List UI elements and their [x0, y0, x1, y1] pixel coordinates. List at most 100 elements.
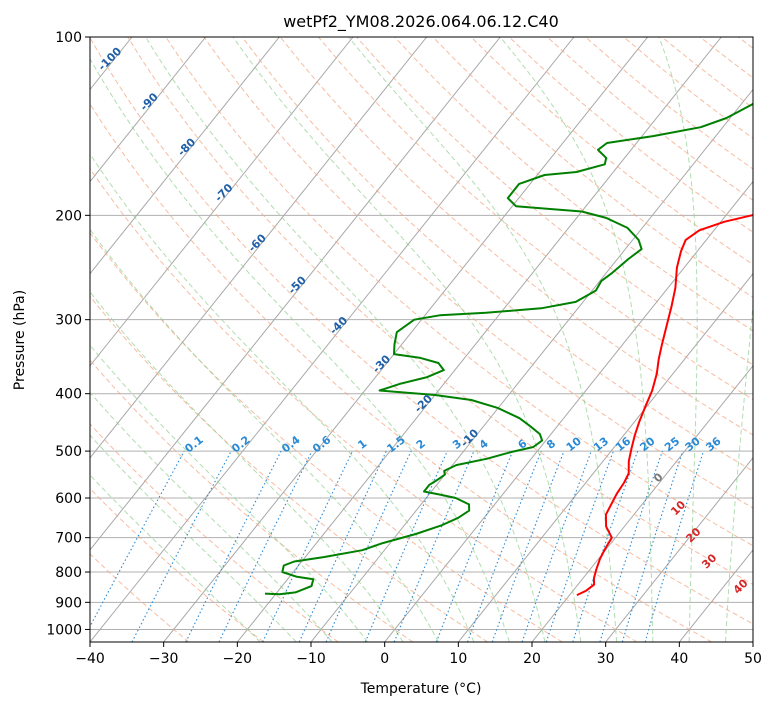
mixing-ratio-line — [262, 450, 353, 642]
isotherm-label: -50 — [286, 273, 309, 296]
y-tick-label: 400 — [55, 387, 82, 403]
x-axis-label: Temperature (°C) — [360, 681, 482, 697]
isotherm-line — [236, 37, 722, 642]
dry-adiabat — [394, 37, 753, 332]
y-tick-label: 800 — [55, 565, 82, 581]
dry-adiabat — [432, 37, 753, 298]
mixing-ratio-line — [491, 450, 565, 642]
moist-adiabat — [348, 37, 618, 642]
mixing-ratio-line — [435, 450, 514, 642]
mixing-ratio-line — [599, 450, 663, 642]
y-tick-label: 200 — [55, 208, 82, 224]
isotherm-line — [90, 37, 575, 642]
dry-adiabat — [90, 295, 488, 642]
isotherm-line — [90, 37, 501, 551]
x-axis-ticks: −40 −30 −20 −10 0 10 20 30 40 50 — [75, 642, 762, 667]
mixing-ratio-line — [466, 450, 542, 642]
mixing-ratio-line — [521, 450, 592, 642]
y-tick-label: 100 — [55, 30, 82, 46]
dry-adiabat — [90, 167, 638, 642]
dry-adiabat — [737, 37, 753, 49]
temperature-profile-line — [576, 213, 753, 597]
dry-adiabat — [699, 37, 753, 79]
isotherm-label: -30 — [370, 352, 393, 375]
mixing-ratio-lines — [90, 450, 705, 642]
line-labels: 0.1 0.2 0.4 0.6 1 1.5 2 3 4 6 8 10 13 16 20 25 30 3601020… — [96, 44, 751, 596]
isotherm-line — [752, 641, 753, 642]
isotherm-label: -90 — [138, 90, 161, 113]
y-tick-label: 500 — [55, 444, 82, 460]
mixing-ratio-line — [644, 450, 705, 642]
x-tick-label: 40 — [670, 651, 688, 667]
x-tick-label: 20 — [523, 651, 541, 667]
moist-adiabat — [658, 37, 698, 642]
moist-adiabat-label: 30 — [699, 551, 719, 571]
moist-adiabat — [90, 391, 333, 642]
x-tick-label: 50 — [744, 651, 762, 667]
moist-adiabat — [90, 291, 404, 642]
moist-adiabat — [725, 300, 753, 642]
mixing-ratio-label: 0.1 — [182, 433, 205, 455]
isotherm-label: -80 — [175, 135, 198, 158]
isotherm-line — [605, 457, 753, 642]
isotherm-line — [90, 37, 280, 275]
mixing-ratio-line — [325, 450, 412, 642]
dry-adiabat — [90, 231, 563, 642]
dry-adiabat — [90, 423, 339, 642]
profile-series — [264, 102, 753, 597]
dry-adiabat — [90, 37, 753, 625]
mixing-ratio-line — [621, 450, 684, 642]
moist-adiabat-label: 20 — [683, 525, 703, 545]
moist-adiabat — [90, 344, 369, 642]
isotherm-line — [531, 364, 753, 642]
mixing-ratio-label: 1.5 — [384, 433, 407, 455]
mixing-ratio-line — [393, 450, 475, 642]
dry-adiabat — [547, 37, 753, 201]
moist-adiabat — [499, 37, 654, 642]
isotherm-line — [90, 37, 354, 367]
moist-adiabat — [90, 474, 261, 642]
moist-adiabat — [90, 57, 510, 642]
plot-frame — [89, 36, 754, 643]
dry-adiabat — [470, 37, 753, 266]
isotherm-label: -40 — [327, 314, 350, 337]
mixing-ratio-line — [364, 450, 448, 642]
chart-title: wetPf2_YM08.2026.064.06.12.C40 — [283, 12, 559, 32]
mixing-ratio-label: 0.2 — [229, 433, 252, 455]
y-tick-label: 300 — [55, 313, 82, 329]
isotherm-label: -100 — [96, 44, 125, 73]
moist-adiabat — [90, 228, 439, 642]
dewpoint-profile-line — [264, 102, 753, 596]
mixing-ratio-label: 1 — [355, 437, 369, 452]
moist-adiabat — [90, 153, 475, 642]
moist-adiabats — [90, 37, 753, 642]
moist-adiabat — [145, 37, 546, 642]
x-tick-label: −30 — [149, 651, 179, 667]
mixing-ratio-line — [545, 450, 614, 642]
y-tick-label: 900 — [55, 595, 82, 611]
dry-adiabat — [203, 37, 753, 509]
isotherm-label: -70 — [212, 181, 235, 204]
mixing-ratio-line — [572, 450, 639, 642]
moist-adiabat-label: 40 — [731, 576, 751, 596]
isotherm-line — [310, 88, 753, 642]
dry-adiabat — [585, 37, 753, 170]
mixing-ratio-line — [185, 450, 282, 642]
y-tick-label: 700 — [55, 531, 82, 547]
moist-adiabat-label: 10 — [668, 498, 688, 518]
dry-adiabat — [356, 37, 753, 366]
dry-adiabat — [90, 359, 414, 642]
x-tick-label: 30 — [597, 651, 615, 667]
moist-adiabat — [232, 37, 582, 642]
y-tick-label: 600 — [55, 491, 82, 507]
x-tick-label: −10 — [296, 651, 326, 667]
dry-adiabat — [279, 37, 753, 436]
isotherm-line — [384, 180, 753, 642]
x-tick-label: 0 — [380, 651, 389, 667]
x-tick-label: 10 — [449, 651, 467, 667]
mixing-ratio-label: 8 — [544, 437, 558, 452]
mixing-ratio-label: 0.4 — [279, 433, 303, 455]
dry-adiabat — [241, 37, 753, 472]
isotherm-line — [90, 37, 207, 183]
dry-adiabat — [318, 37, 753, 401]
